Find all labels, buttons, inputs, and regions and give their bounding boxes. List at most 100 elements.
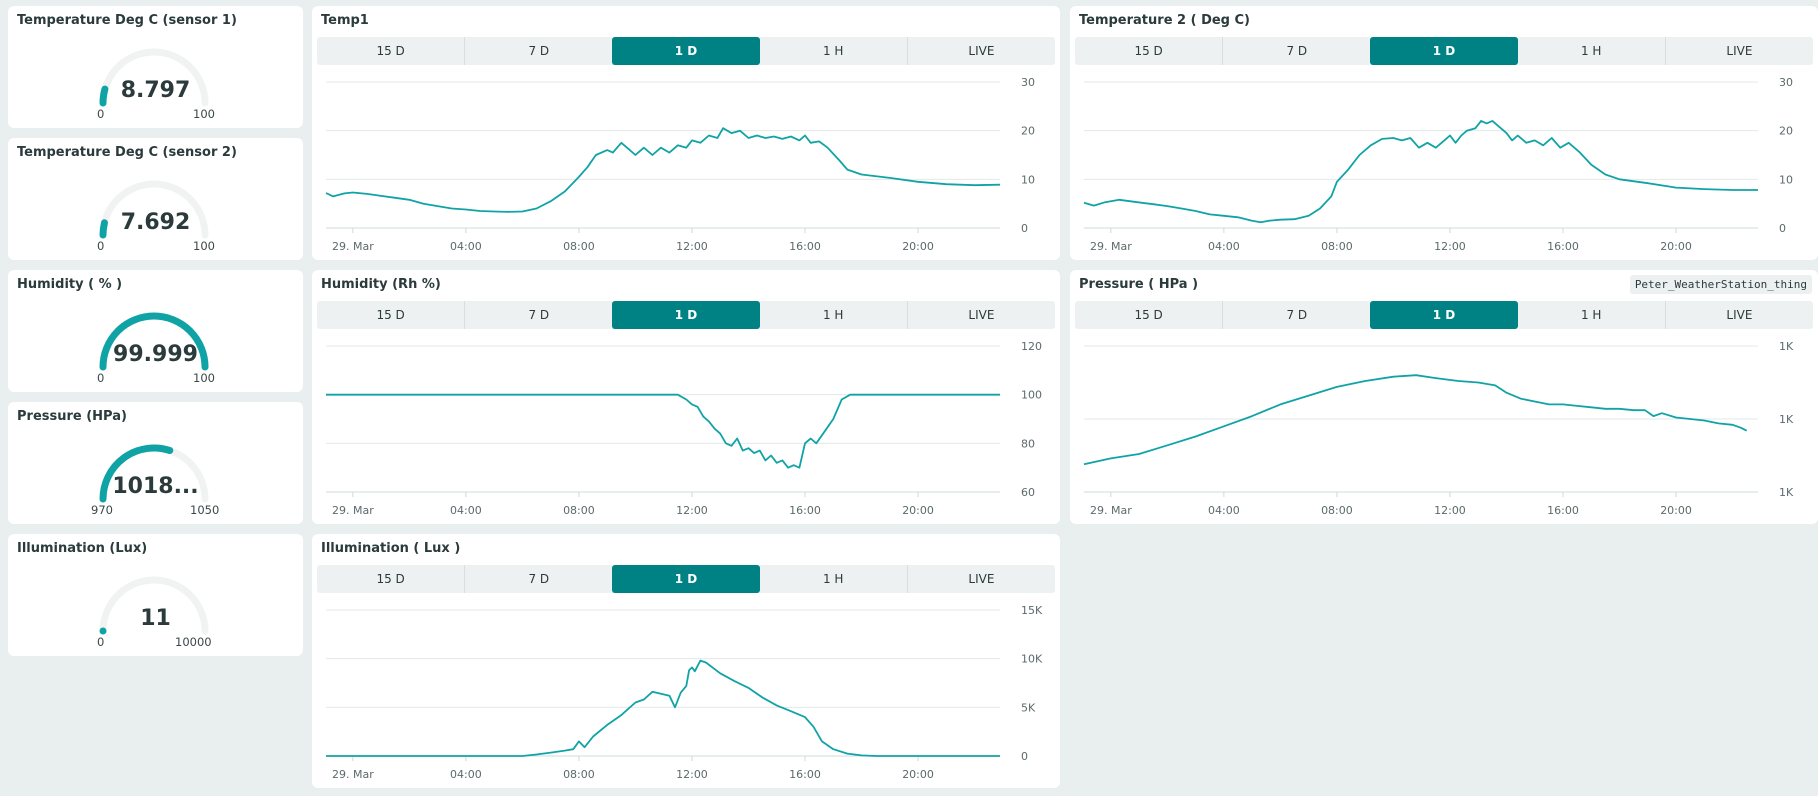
gauge-value: 8.797 bbox=[120, 78, 191, 103]
line-chart[interactable]: 30 20 10 0 29. Mar 04:00 08:00 12:00 16:00 20:00 bbox=[1070, 68, 1818, 260]
y-tick-label: 80 bbox=[1021, 437, 1035, 450]
x-tick-label: 16:00 bbox=[789, 504, 821, 517]
series-line bbox=[326, 659, 1000, 757]
x-tick-label: 29. Mar bbox=[332, 504, 374, 517]
x-tick-label: 12:00 bbox=[676, 768, 708, 781]
tab-1d[interactable]: 1 D bbox=[1370, 37, 1518, 65]
x-tick-label: 16:00 bbox=[789, 240, 821, 253]
tab-15d[interactable]: 15 D bbox=[1134, 44, 1163, 58]
y-tick-label: 20 bbox=[1021, 125, 1035, 138]
tab-1h[interactable]: 1 H bbox=[1580, 308, 1602, 322]
gauge-min: 0 bbox=[97, 239, 105, 253]
gauge-title: Illumination (Lux) bbox=[17, 541, 148, 556]
x-tick-label: 20:00 bbox=[1660, 504, 1692, 517]
series-line bbox=[325, 127, 1001, 213]
y-tick-label: 0 bbox=[1779, 222, 1786, 235]
gauge-track bbox=[99, 576, 209, 635]
x-tick-label: 16:00 bbox=[1547, 504, 1579, 517]
gauge-fill bbox=[99, 627, 107, 635]
x-tick-label: 08:00 bbox=[1321, 240, 1353, 253]
tab-7d[interactable]: 7 D bbox=[1222, 301, 1370, 329]
gauge-card-pressure: Pressure (HPa) 1018... 970 1050 bbox=[8, 402, 303, 524]
tab-live[interactable]: LIVE bbox=[906, 301, 1055, 329]
tab-1d[interactable]: 1 D bbox=[612, 37, 760, 65]
tab-1d[interactable]: 1 D bbox=[612, 301, 760, 329]
gauge-min: 0 bbox=[97, 635, 105, 649]
gauge-card-humidity: Humidity ( % ) 99.999 0 100 bbox=[8, 270, 303, 392]
chart-title: Temp1 bbox=[321, 13, 369, 28]
x-tick-label: 08:00 bbox=[1321, 504, 1353, 517]
gauge-value: 7.692 bbox=[120, 210, 191, 235]
x-tick-label: 08:00 bbox=[563, 504, 595, 517]
tab-1h[interactable]: 1 H bbox=[822, 308, 844, 322]
gauge-max: 1050 bbox=[190, 503, 220, 517]
y-tick-label: 30 bbox=[1779, 76, 1793, 89]
y-tick-label: 1K bbox=[1779, 340, 1794, 353]
x-tick-label: 08:00 bbox=[563, 768, 595, 781]
gauge-card-illumination: Illumination (Lux) 11 0 10000 bbox=[8, 534, 303, 656]
tab-15d[interactable]: 15 D bbox=[376, 572, 405, 586]
tab-1d[interactable]: 1 D bbox=[612, 565, 760, 593]
tab-1h[interactable]: 1 H bbox=[822, 572, 844, 586]
x-tick-label: 29. Mar bbox=[1090, 240, 1132, 253]
line-chart[interactable]: 30 20 10 0 29. Mar 04:00 08:00 12:00 16:00 20:00 bbox=[312, 68, 1060, 260]
gauge-arc bbox=[99, 312, 209, 371]
tab-15d[interactable]: 15 D bbox=[376, 44, 405, 58]
gauge-card-temp-sensor2: Temperature Deg C (sensor 2) 7.692 0 100 bbox=[8, 138, 303, 260]
x-tick-label: 04:00 bbox=[450, 240, 482, 253]
y-tick-label: 5K bbox=[1021, 701, 1036, 714]
y-tick-label: 120 bbox=[1021, 340, 1042, 353]
x-tick-label: 20:00 bbox=[902, 768, 934, 781]
gauge-min: 0 bbox=[97, 371, 105, 385]
gauge-fill bbox=[99, 444, 174, 503]
tab-15d[interactable]: 15 D bbox=[1134, 308, 1163, 322]
tab-1h[interactable]: 1 H bbox=[1580, 44, 1602, 58]
tab-live[interactable]: LIVE bbox=[906, 37, 1055, 65]
line-chart[interactable]: 120 100 80 60 29. Mar 04:00 08:00 12:00 16:00 20:… bbox=[312, 332, 1060, 524]
tab-15d[interactable]: 15 D bbox=[376, 308, 405, 322]
x-tick-label: 29. Mar bbox=[332, 240, 374, 253]
tab-live[interactable]: LIVE bbox=[906, 565, 1055, 593]
x-tick-label: 04:00 bbox=[450, 504, 482, 517]
x-tick-label: 04:00 bbox=[1208, 504, 1240, 517]
line-chart[interactable]: 1K 1K 1K 29. Mar 04:00 08:00 12:00 16:00 20:00 bbox=[1070, 332, 1818, 524]
tab-live[interactable]: LIVE bbox=[1664, 37, 1813, 65]
chart-title: Temperature 2 ( Deg C) bbox=[1079, 13, 1250, 28]
x-tick-label: 12:00 bbox=[676, 240, 708, 253]
tab-7d[interactable]: 7 D bbox=[1222, 37, 1370, 65]
gauge-max: 100 bbox=[193, 239, 215, 253]
tab-1h[interactable]: 1 H bbox=[822, 44, 844, 58]
gauge-card-temp-sensor1: Temperature Deg C (sensor 1) 8.797 0 100 bbox=[8, 6, 303, 128]
gauge-arc bbox=[99, 180, 209, 239]
x-tick-label: 16:00 bbox=[789, 768, 821, 781]
chart-card-pressure: Pressure ( HPa ) Peter_WeatherStation_th… bbox=[1070, 270, 1818, 524]
gauge-arc bbox=[99, 48, 209, 107]
y-tick-label: 1K bbox=[1779, 486, 1794, 499]
x-tick-label: 08:00 bbox=[563, 240, 595, 253]
tab-7d[interactable]: 7 D bbox=[464, 37, 612, 65]
gauge-value: 1018... bbox=[112, 474, 199, 499]
tab-7d[interactable]: 7 D bbox=[464, 565, 612, 593]
gauge-arc bbox=[99, 576, 209, 635]
tab-live[interactable]: LIVE bbox=[1664, 301, 1813, 329]
x-tick-label: 04:00 bbox=[450, 768, 482, 781]
line-chart[interactable]: 15K 10K 5K 0 29. Mar 04:00 08:00 12:00 16:00 20:0… bbox=[312, 596, 1060, 788]
x-tick-label: 16:00 bbox=[1547, 240, 1579, 253]
chart-title: Pressure ( HPa ) bbox=[1079, 277, 1199, 292]
series-line bbox=[326, 393, 1000, 469]
tab-7d[interactable]: 7 D bbox=[464, 301, 612, 329]
tab-1d[interactable]: 1 D bbox=[1370, 301, 1518, 329]
y-tick-label: 60 bbox=[1021, 486, 1035, 499]
gauge-value: 99.999 bbox=[113, 342, 198, 367]
y-tick-label: 20 bbox=[1779, 125, 1793, 138]
x-tick-label: 29. Mar bbox=[332, 768, 374, 781]
gauge-value: 11 bbox=[140, 606, 171, 631]
y-tick-label: 10K bbox=[1021, 653, 1043, 666]
x-tick-label: 12:00 bbox=[1434, 504, 1466, 517]
gauge-min: 970 bbox=[91, 503, 113, 517]
x-tick-label: 20:00 bbox=[902, 240, 934, 253]
